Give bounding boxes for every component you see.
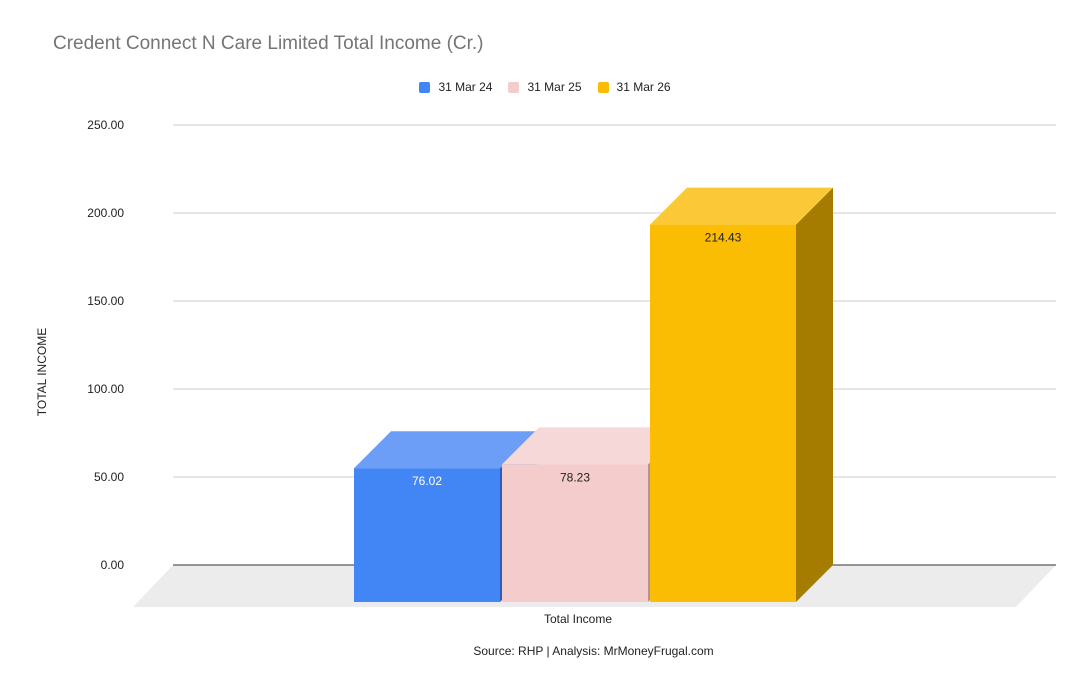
bar-top-series-2 [650,187,833,225]
data-label-series-2: 214.43 [705,231,742,245]
data-label-series-1: 78.23 [560,470,590,484]
bar-top-series-1 [502,427,685,465]
y-tick-label-1: 50.00 [94,470,124,484]
bar-top-series-0 [354,431,537,469]
legend-item-series-2[interactable]: 31 Mar 26 [597,80,671,94]
legend-label-series-2: 31 Mar 26 [616,80,671,94]
y-tick-label-2: 100.00 [87,382,124,396]
source-note: Source: RHP | Analysis: MrMoneyFrugal.co… [473,644,714,658]
bar-side-series-2 [796,187,833,602]
legend-swatch-series-0 [419,81,431,93]
legend-item-series-1[interactable]: 31 Mar 25 [508,80,582,94]
legend-swatch-series-2 [597,81,609,93]
bar-series-0 [354,468,500,602]
legend-item-series-0[interactable]: 31 Mar 24 [419,80,492,94]
data-label-series-0: 76.02 [412,474,442,488]
legend-swatch-series-1 [508,81,520,93]
y-tick-label-0: 0.00 [101,558,125,572]
legend-label-series-1: 31 Mar 25 [527,80,582,94]
y-tick-label-5: 250.00 [87,118,124,132]
y-tick-label-4: 200.00 [87,206,124,220]
bar-series-1 [502,464,648,602]
y-tick-label-3: 150.00 [87,294,124,308]
x-category-label-0: Total Income [544,612,612,626]
legend-label-series-0: 31 Mar 24 [438,80,493,94]
chart-title: Credent Connect N Care Limited Total Inc… [53,33,484,54]
legend: 31 Mar 24 31 Mar 25 31 Mar 26 [0,80,1090,94]
bar-series-2 [650,224,796,602]
